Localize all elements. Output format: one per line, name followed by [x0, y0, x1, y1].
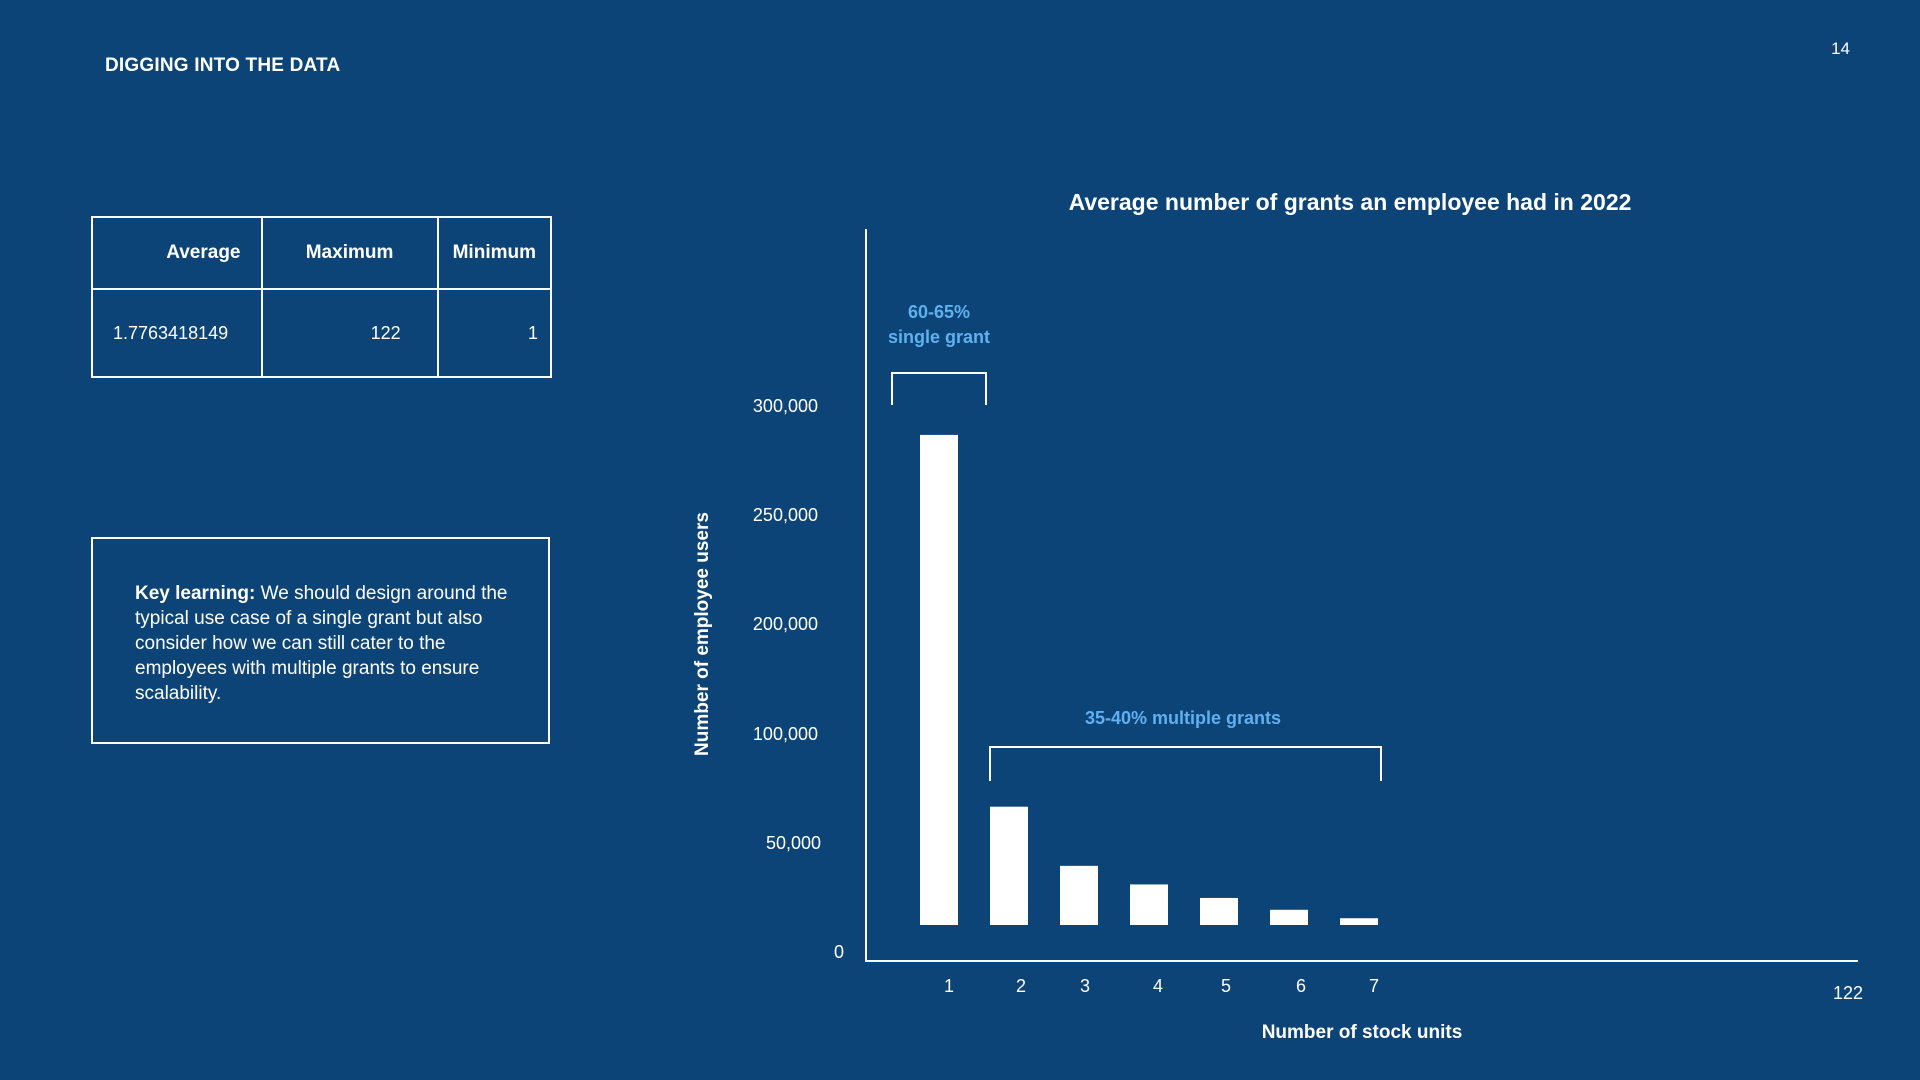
key-learning-label: Key learning: — [135, 583, 256, 604]
bar-5 — [1200, 897, 1238, 925]
stats-value-maximum: 122 — [260, 288, 439, 378]
x-tick-label: 5 — [1221, 976, 1231, 996]
x-ticks-group: 1 2 3 4 5 6 7 — [944, 976, 1379, 996]
y-tick-label: 0 — [834, 942, 844, 962]
y-tick-label: 200,000 — [753, 614, 818, 634]
chart-title: Average number of grants an employee had… — [1069, 189, 1632, 215]
x-tick-label: 4 — [1153, 976, 1163, 996]
x-end-tick-label: 122 — [1833, 983, 1863, 1003]
stats-header-row: Average Maximum Minimum — [91, 216, 553, 290]
x-tick-label: 6 — [1296, 976, 1306, 996]
bar-2 — [990, 806, 1028, 925]
key-learning-text: We should design around the typical use … — [135, 583, 508, 704]
stats-value-row: 1.7763418149 122 1 — [91, 288, 553, 378]
multiple-grants-bracket — [989, 746, 1382, 781]
single-grant-bracket — [891, 372, 987, 405]
x-tick-label: 7 — [1369, 976, 1379, 996]
x-tick-label: 3 — [1080, 976, 1090, 996]
bar-3 — [1060, 865, 1098, 925]
stats-table: Average Maximum Minimum 1.7763418149 122… — [91, 216, 553, 378]
y-tick-label: 100,000 — [753, 724, 818, 744]
key-learning-box: Key learning: We should design around th… — [91, 537, 550, 744]
stats-header-maximum: Maximum — [260, 216, 439, 290]
x-tick-label: 1 — [944, 976, 954, 996]
x-axis-label: Number of stock units — [1262, 1022, 1463, 1043]
bar-4 — [1130, 884, 1168, 925]
stats-value-average: 1.7763418149 — [91, 288, 263, 378]
multiple-grants-annotation: 35-40% multiple grants — [1085, 708, 1281, 728]
y-tick-label: 50,000 — [766, 833, 821, 853]
bar-1 — [920, 434, 958, 925]
single-grant-annotation-line2: single grant — [888, 327, 990, 347]
y-tick-label: 300,000 — [753, 396, 818, 416]
bars-group — [920, 434, 1378, 925]
section-title: DIGGING INTO THE DATA — [105, 55, 341, 76]
single-grant-annotation-line1: 60-65% — [908, 302, 970, 322]
stats-header-average: Average — [91, 216, 263, 290]
bar-6 — [1270, 909, 1308, 925]
page-number: 14 — [1831, 39, 1850, 58]
x-tick-label: 2 — [1016, 976, 1026, 996]
y-tick-label: 250,000 — [753, 505, 818, 525]
stats-header-minimum: Minimum — [436, 216, 553, 290]
stats-value-minimum: 1 — [436, 288, 553, 378]
bar-7 — [1340, 918, 1378, 925]
y-axis-label: Number of employee users — [692, 512, 713, 756]
